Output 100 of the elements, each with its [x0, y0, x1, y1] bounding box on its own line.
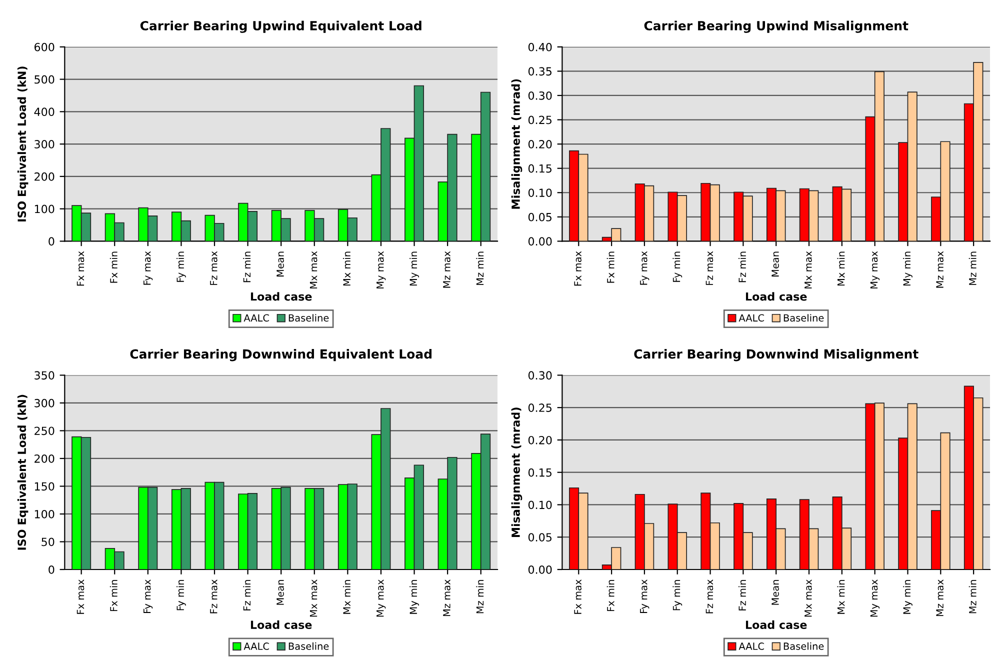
y-tick-label: 0.20	[528, 436, 552, 444]
legend-label: Baseline	[784, 314, 824, 322]
x-tick-label: Mean	[276, 580, 284, 605]
y-tick-label: 0.25	[528, 404, 552, 412]
y-axis-title: ISO Equivalent Load (kN)	[17, 394, 28, 550]
x-tick-label: Mz max	[443, 251, 450, 288]
y-tick-label: 0.30	[528, 91, 552, 100]
y-tick-label: 400	[34, 108, 54, 116]
x-tick-label: Fz min	[738, 580, 746, 610]
y-tick-label: 0.10	[528, 500, 552, 510]
legend-label: Baseline	[288, 314, 329, 322]
y-tick-label: 0.30	[528, 371, 552, 380]
x-tick-label: Mx min	[342, 580, 350, 614]
y-tick-label: 100	[34, 204, 54, 214]
y-tick-label: 0.15	[528, 164, 552, 173]
x-tick-label: Mx min	[837, 252, 845, 286]
legend-label: AALC	[738, 314, 764, 322]
y-tick-label: 0.25	[528, 116, 552, 124]
y-tick-label: 300	[34, 398, 54, 408]
chart-title: Carrier Bearing Upwind Misalignment	[644, 20, 908, 33]
x-tick-label: Fz max	[210, 580, 218, 614]
legend-label: Baseline	[784, 642, 824, 650]
x-tick-label: Fz max	[706, 251, 714, 285]
x-tick-label: Fz min	[243, 580, 250, 610]
x-axis-title: Load case	[250, 292, 312, 301]
x-tick-label: Fx min	[606, 252, 614, 283]
x-tick-label: Fx min	[110, 252, 118, 283]
x-tick-label: Mx min	[837, 580, 845, 614]
x-tick-label: Fx min	[110, 580, 118, 612]
chart-title: Carrier Bearing Downwind Misalignment	[634, 349, 918, 362]
y-tick-label: 0.15	[528, 468, 552, 477]
x-tick-label: Fx min	[606, 580, 614, 612]
y-tick-label: 0.00	[528, 237, 552, 246]
x-axis-title: Load case	[250, 620, 312, 630]
x-tick-label: Mz max	[936, 580, 944, 616]
y-tick-label: 0.10	[528, 188, 552, 198]
y-tick-label: 100	[34, 510, 54, 518]
x-tick-label: Fz max	[706, 580, 714, 614]
x-tick-label: My min	[410, 252, 419, 286]
x-tick-label: Mx max	[310, 251, 318, 288]
x-tick-label: My max	[870, 251, 880, 288]
y-tick-label: 0.20	[528, 140, 552, 148]
x-tick-label: Fy max	[640, 580, 650, 613]
x-tick-label: Mz max	[443, 580, 450, 616]
x-tick-label: Mz min	[968, 580, 976, 614]
x-tick-label: Fz max	[210, 251, 218, 285]
x-tick-label: Fy min	[176, 252, 186, 282]
x-tick-label: My min	[410, 580, 419, 614]
x-tick-label: My min	[903, 252, 912, 286]
y-tick-label: 200	[34, 172, 54, 181]
x-tick-label: Fy min	[672, 252, 682, 282]
legend-label: Baseline	[288, 642, 329, 650]
x-tick-label: Fz min	[243, 252, 250, 282]
x-tick-label: Fy max	[144, 251, 153, 285]
x-tick-label: Fz min	[738, 252, 746, 282]
legend-label: AALC	[738, 642, 764, 650]
x-tick-label: Mx min	[342, 252, 350, 286]
x-tick-label: Mz max	[936, 251, 944, 288]
x-tick-label: My max	[870, 580, 880, 617]
x-tick-label: Fy min	[176, 580, 186, 610]
x-tick-label: Mx max	[804, 251, 812, 288]
y-tick-label: 250	[34, 426, 54, 436]
y-tick-label: 300	[34, 140, 54, 148]
x-tick-label: Mz min	[476, 580, 484, 614]
x-tick-label: Fy max	[640, 251, 650, 285]
x-tick-label: Fx max	[574, 580, 582, 614]
chart-title: Carrier Bearing Downwind Equivalent Load	[130, 349, 432, 362]
y-axis-title: Misalignment (mrad)	[511, 79, 522, 209]
x-tick-label: Mz min	[968, 252, 976, 285]
x-tick-label: Mz min	[476, 252, 484, 285]
x-tick-label: Mean	[772, 580, 779, 605]
y-tick-label: 50	[42, 538, 54, 546]
y-tick-label: 0	[48, 237, 54, 246]
y-tick-label: 0.05	[528, 533, 552, 542]
x-tick-label: Mean	[276, 252, 284, 276]
x-tick-label: Fx max	[76, 251, 84, 286]
x-axis-title: Load case	[746, 620, 807, 630]
chart-title: Carrier Bearing Upwind Equivalent Load	[140, 20, 422, 33]
y-tick-label: 0.35	[528, 67, 552, 76]
y-tick-label: 200	[34, 454, 54, 463]
y-tick-label: 0.05	[528, 212, 552, 222]
y-axis-title: ISO Equivalent Load (kN)	[17, 66, 28, 222]
y-tick-label: 150	[34, 482, 54, 491]
x-tick-label: Mx max	[310, 580, 318, 617]
x-tick-label: Fy max	[144, 580, 153, 613]
y-tick-label: 0.40	[528, 42, 552, 52]
y-tick-label: 0.00	[528, 565, 552, 574]
x-tick-label: My min	[903, 580, 912, 614]
legend-label: AALC	[244, 642, 269, 650]
y-tick-label: 0	[48, 565, 54, 574]
x-tick-label: Fy min	[672, 580, 682, 610]
x-axis-title: Load case	[746, 292, 807, 301]
x-tick-label: My max	[376, 580, 386, 617]
legend-label: AALC	[244, 314, 269, 322]
x-tick-label: Mx max	[804, 580, 812, 617]
x-tick-label: Fx max	[574, 251, 582, 286]
x-tick-label: Mean	[772, 252, 779, 276]
y-tick-label: 350	[34, 371, 54, 380]
y-tick-label: 500	[34, 75, 54, 84]
x-tick-label: Fx max	[76, 580, 84, 614]
